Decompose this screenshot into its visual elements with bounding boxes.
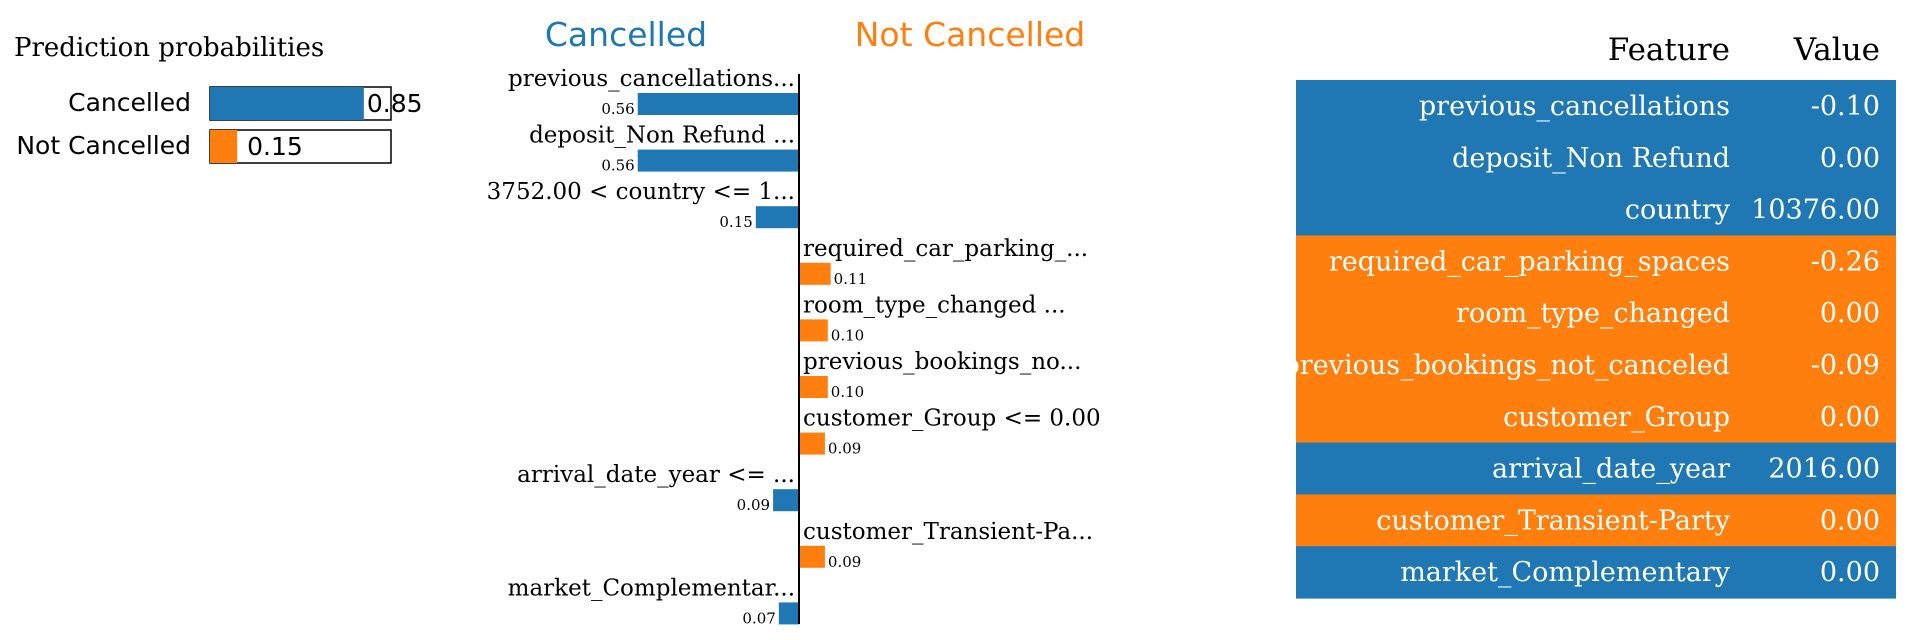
feature-label: customer_Group <= 0.00 [803,406,1101,432]
feature-weight-bar [799,545,825,568]
feature-weight-value: 0.09 [737,496,770,514]
table-row: country 10376.00 [1296,183,1896,236]
feature-weight-bar [799,432,825,455]
feature-weight-item: previous_bookings_no... 0.10 [799,349,1081,401]
prediction-probabilities-panel: Prediction probabilities Cancelled 0.85 No… [14,33,423,164]
table-row-background [1296,287,1896,340]
feature-weight-value: 0.09 [828,440,861,458]
table-feature-name: market_Complementary [1400,557,1731,588]
header-cancelled: Cancelled [545,15,707,54]
table-feature-value: 10376.00 [1751,195,1880,226]
feature-weight-bar [778,602,799,625]
table-feature-value: 0.00 [1820,557,1880,588]
feature-weight-item: room_type_changed ... 0.10 [799,292,1066,344]
table-row-background [1296,339,1896,392]
probability-label: Cancelled [68,88,191,117]
feature-value-table: Feature Value previous_cancellations -0.1… [1283,32,1896,599]
feature-label: required_car_parking_... [803,236,1088,262]
feature-weight-value: 0.10 [831,383,864,401]
table-feature-value: 0.00 [1820,298,1880,329]
table-feature-name: customer_Group [1503,402,1730,433]
table-row: previous_cancellations -0.10 [1296,80,1896,133]
table-feature-value: 0.00 [1820,505,1880,536]
feature-weight-item: deposit_Non Refund ... 0.56 [529,123,799,175]
feature-weight-value: 0.10 [831,326,864,344]
feature-weight-item: required_car_parking_... 0.11 [799,236,1088,288]
feature-weight-bar [755,206,799,229]
table-row-background [1296,390,1896,444]
table-row-background [1296,183,1896,236]
probability-label: Not Cancelled [16,131,191,160]
probability-bar [210,87,364,120]
feature-weight-item: market_Complementar... 0.07 [508,575,799,627]
probability-bar-frame [209,129,392,164]
table-header-value: Value [1793,32,1880,68]
table-row: market_Complementary 0.00 [1296,546,1896,599]
table-row: room_type_changed 0.00 [1296,287,1896,340]
table-row: previous_bookings_not_canceled -0.09 [1283,339,1896,392]
header-not-cancelled: Not Cancelled [855,15,1086,54]
feature-weight-bar [773,489,799,512]
table-feature-value: -0.10 [1811,91,1880,122]
probability-bar [210,130,238,163]
table-row: required_car_parking_spaces -0.26 [1296,235,1896,288]
table-row-background [1296,235,1896,288]
feature-weight-bar [799,376,828,398]
feature-label: market_Complementar... [508,575,795,601]
feature-weight-bar [637,149,799,172]
feature-label: customer_Transient-Pa... [803,519,1093,545]
table-feature-name: room_type_changed [1456,298,1730,329]
feature-weight-value: 0.15 [719,213,752,231]
feature-label: deposit_Non Refund ... [529,123,795,149]
table-row: customer_Group 0.00 [1296,390,1896,444]
probability-row: Cancelled 0.85 [68,86,423,121]
feature-weight-bar [637,93,799,115]
table-row: deposit_Non Refund 0.00 [1296,131,1896,185]
table-feature-value: -0.26 [1811,246,1880,277]
table-header-feature: Feature [1608,32,1730,68]
feature-weight-value: 0.56 [601,100,634,118]
table-row-background [1296,442,1896,495]
table-feature-name: deposit_Non Refund [1452,143,1730,174]
table-feature-name: customer_Transient-Party [1376,505,1731,536]
table-row: arrival_date_year 2016.00 [1296,442,1896,495]
table-feature-value: 0.00 [1820,143,1880,174]
feature-weight-item: previous_cancellations... 0.56 [508,66,799,118]
table-feature-name: previous_bookings_not_canceled [1283,350,1730,381]
table-row: customer_Transient-Party 0.00 [1296,494,1896,547]
feature-weight-item: customer_Group <= 0.00 0.09 [799,406,1101,458]
feature-label: 3752.00 < country <= 1... [487,179,795,205]
feature-weight-value: 0.09 [828,553,861,571]
table-row-background [1296,494,1896,547]
feature-weight-value: 0.11 [834,270,867,288]
table-row-background [1296,131,1896,185]
table-feature-value: 2016.00 [1768,454,1880,485]
table-feature-value: -0.09 [1811,350,1880,381]
feature-weight-value: 0.56 [601,157,634,175]
probabilities-title: Prediction probabilities [14,33,324,63]
feature-label: room_type_changed ... [803,292,1066,318]
probability-value: 0.15 [247,132,303,161]
probability-row: Not Cancelled 0.15 [16,129,392,164]
feature-weight-item: arrival_date_year <= ... 0.09 [517,462,799,514]
table-feature-name: previous_cancellations [1419,91,1730,122]
feature-label: previous_cancellations... [508,66,795,92]
feature-weight-item: customer_Transient-Pa... 0.09 [799,519,1093,571]
table-row-background [1296,80,1896,133]
feature-label: previous_bookings_no... [803,349,1081,375]
feature-weight-value: 0.07 [742,609,775,627]
feature-weights-chart: Cancelled Not Cancelled previous_cancell… [487,15,1101,627]
feature-weight-bar [799,319,828,342]
table-feature-name: required_car_parking_spaces [1329,246,1730,277]
feature-label: arrival_date_year <= ... [517,462,795,488]
table-feature-name: country [1625,195,1731,226]
table-row-background [1296,546,1896,599]
table-feature-name: arrival_date_year [1492,454,1730,485]
probability-value: 0.85 [367,89,423,118]
table-feature-value: 0.00 [1820,402,1880,433]
feature-weight-item: 3752.00 < country <= 1... 0.15 [487,179,799,231]
feature-weight-bar [799,262,831,285]
